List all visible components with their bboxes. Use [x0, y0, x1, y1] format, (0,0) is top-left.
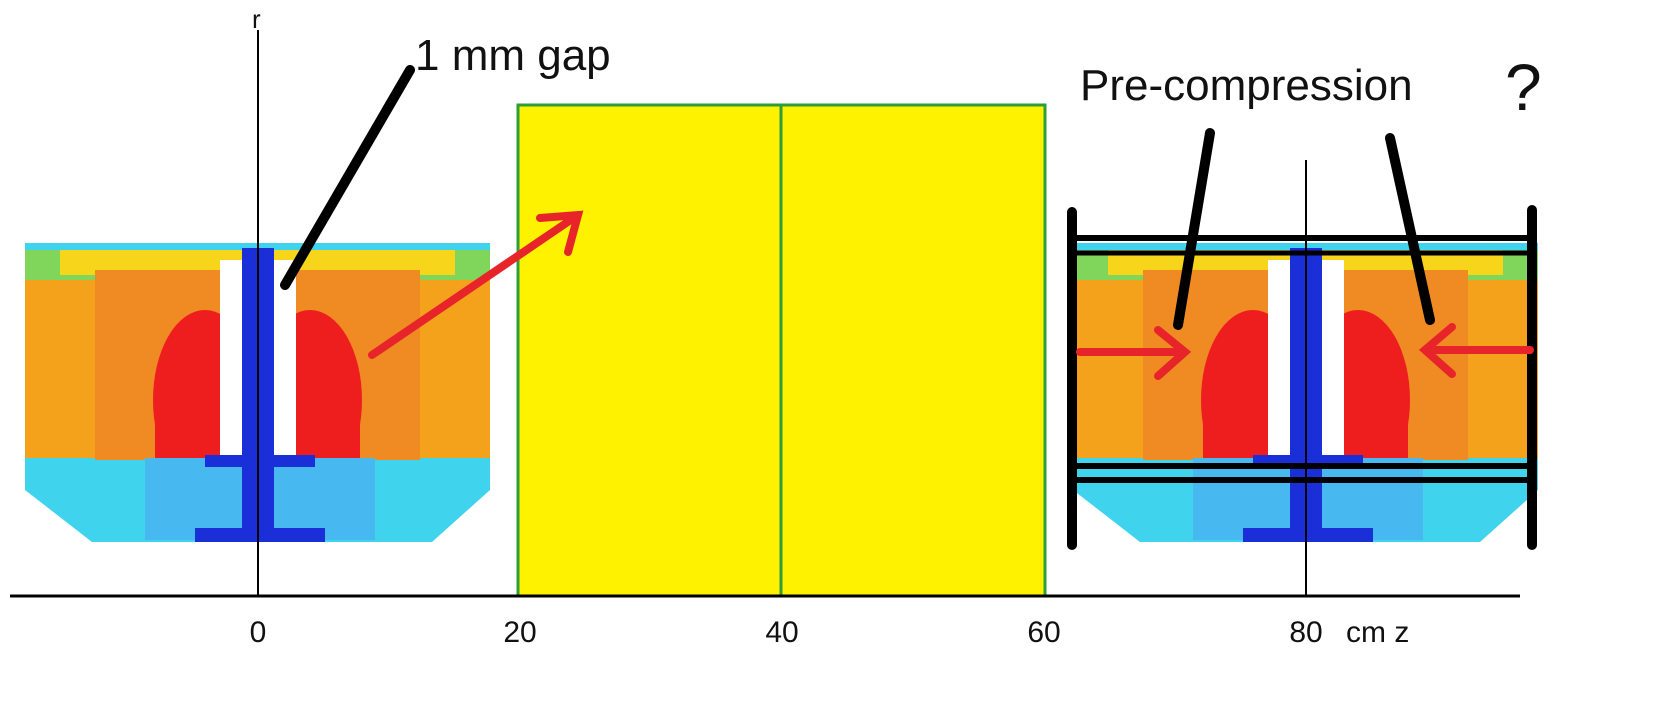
z-tick-label: 80: [1289, 616, 1322, 649]
pointer-lines: [280, 65, 1435, 330]
z-tick-label: 60: [1027, 616, 1060, 649]
z-tick-label: 20: [503, 616, 536, 649]
z-tick-label: 0: [250, 616, 267, 649]
z-tick-label: 40: [765, 616, 798, 649]
z-label: cm z: [1346, 616, 1409, 649]
red-arrows: [368, 210, 1534, 380]
gap-label: 1 mm gap: [415, 31, 611, 80]
precompression-label: Pre-compression: [1080, 61, 1413, 110]
question-mark: ?: [1505, 50, 1542, 124]
r-label: r: [252, 4, 261, 34]
clamp-frame: [1067, 205, 1537, 550]
